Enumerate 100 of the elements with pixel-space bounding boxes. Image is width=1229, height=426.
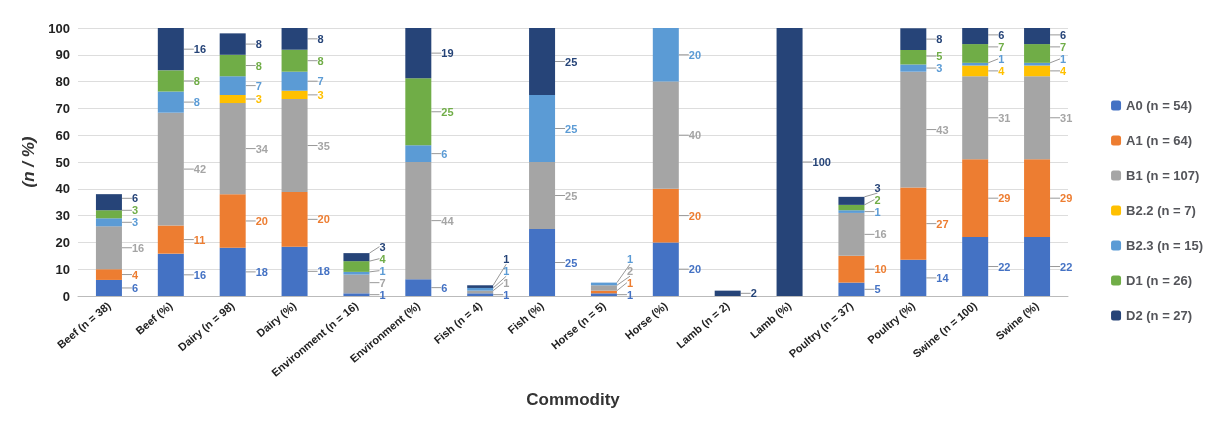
data-label: 14 <box>936 271 950 284</box>
data-label: 8 <box>193 74 200 87</box>
y-tick-label: 70 <box>55 100 70 116</box>
data-label: 25 <box>565 55 578 68</box>
data-label: 100 <box>812 156 831 168</box>
data-label: 6 <box>441 281 448 294</box>
data-label: 7 <box>255 79 262 92</box>
data-label: 1 <box>626 252 634 265</box>
data-label: 22 <box>1060 260 1073 273</box>
data-label: 4 <box>379 252 387 265</box>
data-label: 44 <box>441 214 455 227</box>
data-label: 3 <box>317 88 324 101</box>
data-label: 1 <box>998 52 1005 65</box>
y-tick-label: 30 <box>55 208 70 224</box>
data-label: 25 <box>565 189 578 202</box>
data-label: 1 <box>1060 52 1067 65</box>
legend-label: A1 (n = 64) <box>1126 133 1193 148</box>
data-label: 3 <box>936 62 943 75</box>
y-tick-label: 40 <box>55 181 70 197</box>
data-label: 2 <box>750 287 757 300</box>
data-label: 35 <box>317 139 330 152</box>
data-label: 1 <box>503 288 510 301</box>
data-label: 1 <box>379 264 386 277</box>
data-label: 16 <box>193 268 207 281</box>
data-label: 6 <box>441 147 448 160</box>
y-tick-label: 80 <box>55 74 70 90</box>
data-label: 4 <box>998 64 1006 77</box>
data-label: 4 <box>131 268 139 281</box>
data-label: 8 <box>317 54 324 67</box>
data-label: 31 <box>1060 111 1073 124</box>
data-label: 8 <box>936 33 943 46</box>
data-label: 8 <box>193 96 200 109</box>
y-axis-title: (n / %) <box>19 136 39 188</box>
legend-label: B2.3 (n = 15) <box>1126 238 1204 253</box>
data-label: 42 <box>193 163 207 176</box>
data-label: 1 <box>503 252 510 265</box>
data-label: 20 <box>317 213 330 226</box>
data-label: 1 <box>626 288 634 301</box>
data-label: 20 <box>688 263 702 276</box>
y-tick-label: 50 <box>55 154 70 170</box>
data-label: 1 <box>626 276 634 289</box>
x-axis-title: Commodity <box>526 390 621 409</box>
data-label: 16 <box>131 241 145 254</box>
data-label: 25 <box>565 256 578 269</box>
data-label: 1 <box>874 205 881 218</box>
data-label: 6 <box>131 192 139 205</box>
data-label: 27 <box>936 217 949 230</box>
data-label: 8 <box>255 59 262 72</box>
data-label: 1 <box>503 276 510 289</box>
data-label: 10 <box>874 263 887 276</box>
data-label: 43 <box>936 123 949 136</box>
data-label: 2 <box>626 264 634 277</box>
data-label: 5 <box>874 283 881 296</box>
data-label: 7 <box>317 75 324 88</box>
y-tick-label: 90 <box>55 47 70 63</box>
data-label: 40 <box>688 129 702 142</box>
data-label: 16 <box>874 228 887 241</box>
data-label: 7 <box>379 276 386 289</box>
data-label: 2 <box>874 193 881 206</box>
data-label: 22 <box>998 260 1011 273</box>
data-label: 20 <box>688 48 702 61</box>
data-label: 25 <box>441 105 454 118</box>
legend-label: B2.2 (n = 7) <box>1126 203 1196 218</box>
data-label: 18 <box>317 265 330 278</box>
y-tick-label: 60 <box>55 127 70 143</box>
legend-label: A0 (n = 54) <box>1126 98 1193 113</box>
x-tick-label: Fish (n = 4) <box>431 299 485 347</box>
data-label: 7 <box>998 40 1005 53</box>
data-label: 6 <box>131 281 139 294</box>
data-label: 1 <box>379 288 386 301</box>
legend-label: B1 (n = 107) <box>1126 168 1200 183</box>
data-label: 3 <box>874 181 881 194</box>
data-label: 3 <box>131 204 139 217</box>
y-tick-label: 0 <box>62 288 70 304</box>
y-tick-label: 10 <box>55 261 70 277</box>
legend-label: D2 (n = 27) <box>1126 308 1193 323</box>
y-tick-label: 100 <box>48 20 70 36</box>
data-label: 3 <box>131 216 139 229</box>
data-label: 8 <box>255 38 262 51</box>
data-label: 20 <box>688 209 702 222</box>
data-label: 7 <box>1060 40 1067 53</box>
data-label: 34 <box>255 142 269 155</box>
data-label: 29 <box>1060 192 1073 205</box>
legend-label: D1 (n = 26) <box>1126 273 1193 288</box>
data-label: 25 <box>565 122 578 135</box>
data-label: 3 <box>255 93 262 106</box>
data-label: 1 <box>503 264 510 277</box>
data-label: 19 <box>441 47 454 60</box>
data-label: 29 <box>998 192 1011 205</box>
data-label: 4 <box>1060 64 1068 77</box>
data-label: 3 <box>379 240 386 253</box>
data-label: 18 <box>255 265 268 278</box>
data-label: 6 <box>1060 28 1067 41</box>
data-label: 20 <box>255 214 268 227</box>
y-tick-label: 20 <box>55 234 70 250</box>
data-label: 8 <box>317 32 324 45</box>
x-tick-label: Fish (%) <box>505 299 547 337</box>
data-label: 5 <box>936 50 943 63</box>
data-label: 11 <box>193 233 206 246</box>
data-label: 6 <box>998 28 1005 41</box>
